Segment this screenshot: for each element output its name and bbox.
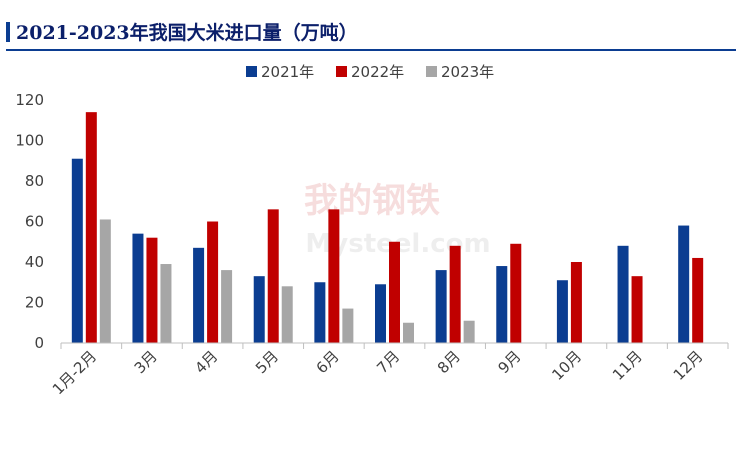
legend-label: 2022年 bbox=[351, 63, 404, 81]
x-tick-label: 12月 bbox=[670, 347, 707, 384]
chart-header: 2021-2023年我国大米进口量（万吨） bbox=[0, 0, 750, 52]
bar-2023年-7月 bbox=[403, 322, 414, 343]
y-axis: 0 20 40 60 80 100 120 bbox=[15, 91, 44, 352]
bar-2021年-1月-2月 bbox=[71, 158, 83, 343]
x-tick-label: 10月 bbox=[548, 347, 585, 384]
bar-2021年-11月 bbox=[617, 245, 629, 343]
watermark-cn: 我的钢铁 bbox=[304, 181, 440, 221]
bar-2023年-4月 bbox=[221, 270, 233, 343]
bar-2021年-8月 bbox=[435, 270, 447, 343]
x-tick-label: 1月-2月 bbox=[49, 347, 100, 398]
bar-2022年-10月 bbox=[570, 262, 582, 343]
x-tick-label: 7月 bbox=[373, 347, 403, 377]
y-tick-label: 40 bbox=[25, 253, 44, 271]
title-accent-bar bbox=[6, 22, 10, 42]
x-tick-label: 5月 bbox=[252, 347, 282, 377]
bar-2023年-8月 bbox=[463, 320, 475, 343]
bar-2021年-5月 bbox=[253, 276, 265, 343]
x-tick-label: 6月 bbox=[313, 347, 343, 377]
y-tick-label: 100 bbox=[15, 132, 44, 150]
bar-2022年-1月-2月 bbox=[85, 112, 97, 344]
bar-2021年-6月 bbox=[314, 282, 326, 343]
bar-2021年-3月 bbox=[132, 233, 144, 343]
bar-2022年-5月 bbox=[267, 209, 279, 343]
bar-2022年-3月 bbox=[146, 237, 158, 343]
y-tick-label: 60 bbox=[25, 213, 44, 231]
legend-swatch-2022年 bbox=[336, 66, 347, 77]
bar-2021年-4月 bbox=[193, 247, 205, 343]
legend: 2021年 2022年 2023年 bbox=[246, 63, 494, 81]
bar-2023年-1月-2月 bbox=[99, 219, 111, 343]
y-tick-label: 20 bbox=[25, 294, 44, 312]
bar-2023年-5月 bbox=[281, 286, 293, 343]
x-axis: 1月-2月 3月 4月 5月 6月 7月 8月 9月 10月 11月 12月 bbox=[49, 342, 729, 398]
title-underline bbox=[6, 49, 736, 51]
chart-title: 2021-2023年我国大米进口量（万吨） bbox=[16, 22, 358, 44]
bar-2023年-6月 bbox=[342, 308, 354, 343]
x-tick-label: 8月 bbox=[434, 347, 464, 377]
bar-2022年-9月 bbox=[510, 243, 522, 343]
bar-2021年-12月 bbox=[678, 225, 690, 343]
bar-2022年-8月 bbox=[449, 245, 461, 343]
legend-swatch-2021年 bbox=[246, 66, 257, 77]
bar-2021年-10月 bbox=[556, 280, 568, 343]
y-tick-label: 120 bbox=[15, 91, 44, 109]
bar-2022年-6月 bbox=[328, 209, 340, 343]
legend-label: 2021年 bbox=[261, 63, 314, 81]
legend-label: 2023年 bbox=[441, 63, 494, 81]
y-tick-label: 0 bbox=[34, 334, 44, 352]
bar-2021年-7月 bbox=[375, 284, 386, 343]
y-tick-label: 80 bbox=[25, 172, 44, 190]
bar-2022年-11月 bbox=[631, 276, 643, 343]
legend-swatch-2023年 bbox=[426, 66, 437, 77]
x-tick-label: 9月 bbox=[495, 347, 525, 377]
x-tick-label: 4月 bbox=[191, 347, 221, 377]
bar-2022年-7月 bbox=[389, 241, 400, 343]
bar-2023年-3月 bbox=[160, 264, 172, 343]
bars bbox=[71, 112, 704, 344]
x-tick-label: 11月 bbox=[609, 347, 646, 384]
bar-2021年-9月 bbox=[496, 266, 508, 343]
bar-2022年-12月 bbox=[692, 257, 704, 343]
x-tick-label: 3月 bbox=[131, 347, 161, 377]
bar-2022年-4月 bbox=[207, 221, 219, 343]
